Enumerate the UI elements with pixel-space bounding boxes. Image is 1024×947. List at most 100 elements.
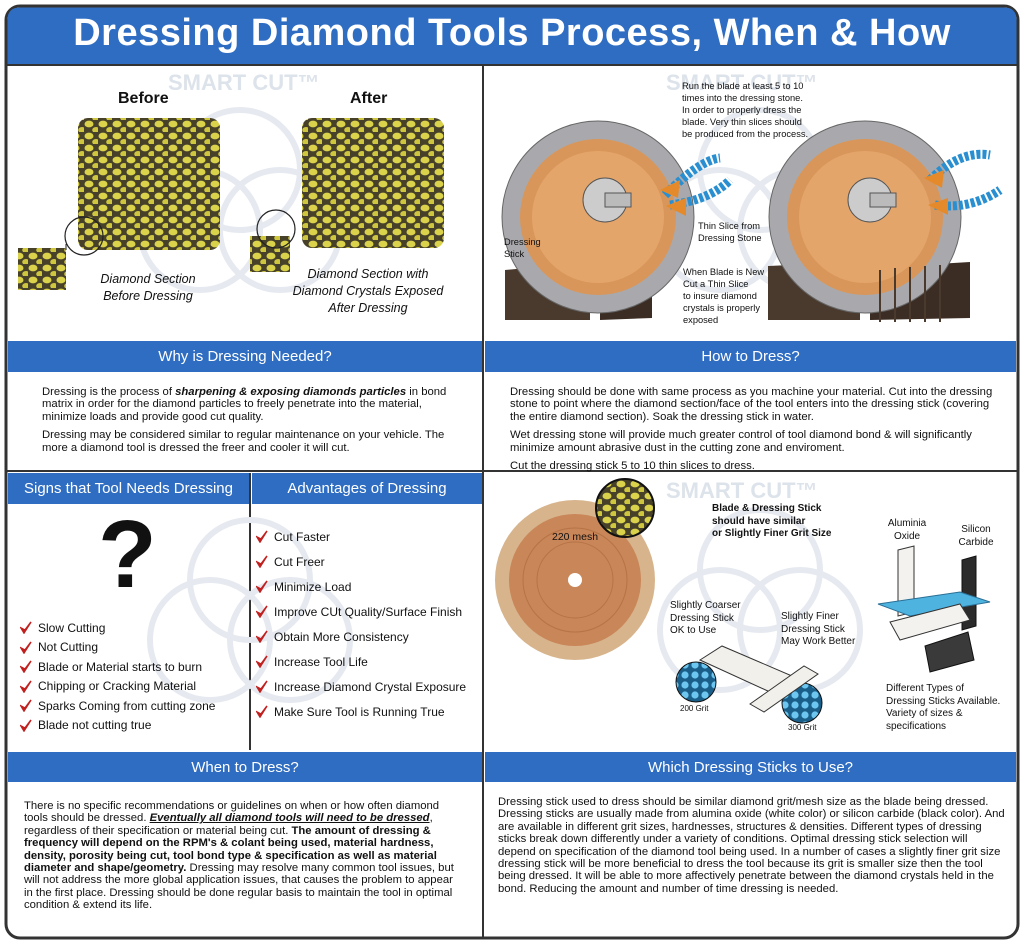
process-note: Run the blade at least 5 to 10 times into… (682, 80, 808, 140)
text-run: sharpening & exposing diamonds particles (175, 386, 407, 398)
watermark: SMART CUT™ (168, 70, 320, 95)
list-text: Chipping or Cracking Material (38, 679, 197, 694)
text-run: Dressing may resolve many common tool is… (24, 862, 454, 912)
check-icon (20, 699, 32, 713)
check-icon (256, 655, 268, 668)
section-heading: Why is Dressing Needed? (158, 348, 332, 365)
check-icon (20, 660, 32, 674)
list-item: Increase Tool Life (256, 649, 466, 674)
check-icon (256, 555, 268, 568)
before-label: Before (118, 90, 169, 107)
after-label: After (350, 90, 388, 107)
text-line: Carbide (958, 536, 994, 548)
text-line: Variety of sizes & (886, 708, 963, 719)
text-line: OK to Use (670, 625, 717, 636)
text-line: to insure diamond (683, 291, 757, 301)
paragraphs: There is no specific recommendations or … (24, 800, 464, 918)
text-line: or Slightly Finer Grit Size (712, 528, 832, 539)
section-heading: Signs that Tool Needs Dressing (23, 480, 233, 497)
text-line: In order to properly dress the (682, 105, 802, 115)
text-line: Dressing Stick (781, 623, 845, 635)
text-line: Diamond Section (100, 272, 196, 286)
slice-label: Thin Slice from Dressing Stone (698, 220, 762, 244)
list-text: Slow Cutting (38, 620, 106, 635)
watermark: SMART CUT™ (666, 478, 818, 503)
silicon-label: Silicon Carbide (946, 524, 1006, 549)
paragraphs: Dressing stick used to dress should be s… (498, 796, 1008, 901)
list-text: Minimize Load (274, 579, 352, 594)
text-line: Stick (504, 249, 525, 259)
check-icon (256, 630, 268, 643)
list-item: Blade not cutting true (20, 716, 215, 736)
text-line: crystals is properly (683, 303, 760, 313)
text-line: Slightly Coarser (670, 600, 741, 611)
text-run: The amount of dressing & frequency will … (24, 824, 437, 875)
list-text: Obtain More Consistency (274, 629, 409, 644)
text-line: specifications (886, 720, 947, 732)
question-icon: ? (98, 501, 157, 608)
text-run: There is no specific recommendations or … (24, 800, 440, 825)
section-heading: When to Dress? (191, 759, 299, 776)
grit-label: 200 Grit (680, 704, 709, 713)
list-text: Improve CUt Quality/Surface Finish (274, 604, 463, 619)
list-text: Increase Tool Life (274, 654, 368, 669)
list-item: Minimize Load (256, 574, 466, 599)
aluminia-label: Aluminia Oxide (870, 518, 944, 543)
text-line: exposed (683, 315, 719, 325)
paragraph: Cut the dressing stick 5 to 10 thin slic… (510, 460, 995, 472)
text-line: Dressing (504, 237, 541, 247)
list-item: Blade or Material starts to burn (20, 657, 215, 677)
text-line: Dressing Stick (670, 612, 734, 624)
text-line: Aluminia (887, 518, 927, 529)
text-line: Thin Slice from (698, 221, 760, 231)
list-item: Increase Diamond Crystal Exposure (256, 674, 466, 699)
list-item: Improve CUt Quality/Surface Finish (256, 599, 466, 624)
text-line: May Work Better (781, 636, 856, 647)
text-run: Dressing should be done with same proces… (510, 386, 993, 423)
list-item: Not Cutting (20, 638, 215, 658)
text-line: be produced from the process. (682, 129, 809, 139)
text-line: should have similar (712, 515, 806, 527)
finer-note: Slightly Finer Dressing Stick May Work Bet… (781, 611, 855, 649)
list-item: Obtain More Consistency (256, 624, 466, 649)
text-line: Run the blade at least 5 to 10 (682, 81, 804, 91)
list-text: Increase Diamond Crystal Exposure (274, 679, 467, 694)
list-item: Cut Freer (256, 549, 466, 574)
check-icon (256, 680, 268, 693)
check-icon (256, 705, 268, 718)
text-line: blade. Very thin slices should (682, 117, 802, 127)
signs-list: Slow Cutting Not Cutting Blade or Material… (20, 618, 215, 735)
types-note: Different Types of Dressing Sticks Availa… (886, 683, 1000, 733)
text-run: Dressing stick used to dress should be s… (498, 796, 1005, 895)
check-icon (20, 641, 32, 654)
list-item: Slow Cutting (20, 618, 215, 638)
paragraphs: Dressing should be done with same proces… (510, 386, 995, 478)
list-item: Chipping or Cracking Material (20, 677, 215, 697)
text-run: Eventually all diamond tools will need t… (149, 812, 430, 825)
text-line: Silicon (961, 524, 991, 535)
stick-label: Dressing Stick (504, 236, 541, 260)
text-run: Cut the dressing stick 5 to 10 thin slic… (510, 460, 755, 473)
paragraph: There is no specific recommendations or … (24, 800, 464, 912)
paragraph: Wet dressing stone will provide much gre… (510, 429, 995, 454)
section-heading: Advantages of Dressing (287, 480, 447, 497)
list-text: Make Sure Tool is Running True (274, 704, 445, 719)
watermark: SMART CUT™ (666, 70, 818, 95)
text-run: Dressing may be considered similar to re… (42, 429, 445, 454)
text-line: Diamond Crystals Exposed (292, 284, 444, 298)
section-heading: How to Dress? (701, 348, 800, 365)
list-text: Blade or Material starts to burn (38, 659, 203, 674)
list-text: Blade not cutting true (38, 718, 152, 733)
paragraphs: Dressing is the process of sharpening & … (42, 386, 462, 460)
list-item: Cut Faster (256, 524, 466, 549)
section-heading: Which Dressing Sticks to Use? (647, 759, 854, 776)
check-icon (20, 621, 32, 635)
list-text: Cut Freer (274, 554, 325, 569)
caption: Diamond Section with Diamond Crystals Exp… (278, 266, 458, 317)
coarser-note: Slightly Coarser Dressing Stick OK to Use (670, 600, 741, 638)
text-line: times into the dressing stone. (682, 93, 803, 103)
caption: Diamond Section Before Dressing (68, 271, 228, 305)
list-item: Make Sure Tool is Running True (256, 699, 466, 724)
